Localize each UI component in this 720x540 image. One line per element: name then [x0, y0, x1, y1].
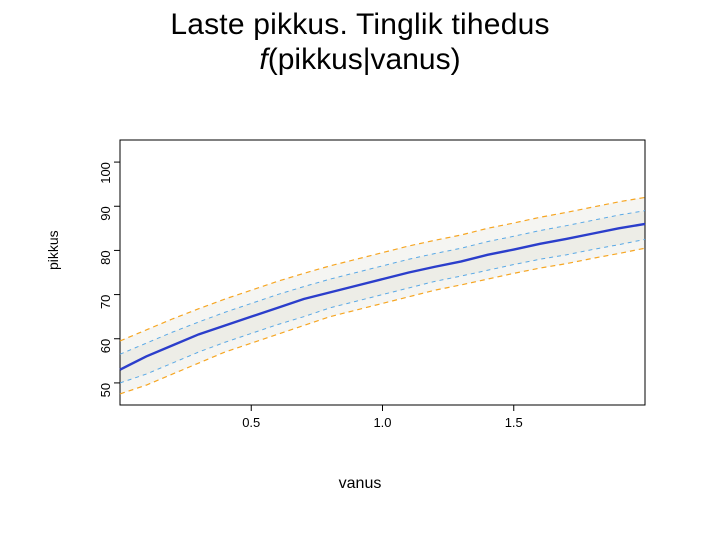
x-tick-label: 1.0: [373, 415, 391, 430]
title-line-2: f(pikkus|vanus): [0, 43, 720, 78]
x-axis-label: vanus: [0, 475, 720, 493]
slide-root: Laste pikkus. Tinglik tihedus f(pikkus|v…: [0, 0, 720, 540]
y-tick-label: 60: [98, 339, 113, 353]
slide-title: Laste pikkus. Tinglik tihedus f(pikkus|v…: [0, 8, 720, 77]
y-tick-label: 70: [98, 295, 113, 309]
title-rest: (pikkus|vanus): [268, 43, 461, 76]
chart-area: 50 60 70 80 90 100 0.5 1.0 1.5: [65, 130, 655, 460]
title-line-1: Laste pikkus. Tinglik tihedus: [0, 8, 720, 43]
y-axis-label: pikkus: [45, 230, 61, 270]
y-tick-label: 80: [98, 250, 113, 264]
y-tick-label: 50: [98, 383, 113, 397]
y-tick-label: 100: [98, 162, 113, 184]
title-f-italic: f: [259, 43, 267, 76]
x-tick-label: 1.5: [505, 415, 523, 430]
chart-svg: 50 60 70 80 90 100 0.5 1.0 1.5: [65, 130, 655, 460]
x-tick-label: 0.5: [242, 415, 260, 430]
y-tick-label: 90: [98, 206, 113, 220]
